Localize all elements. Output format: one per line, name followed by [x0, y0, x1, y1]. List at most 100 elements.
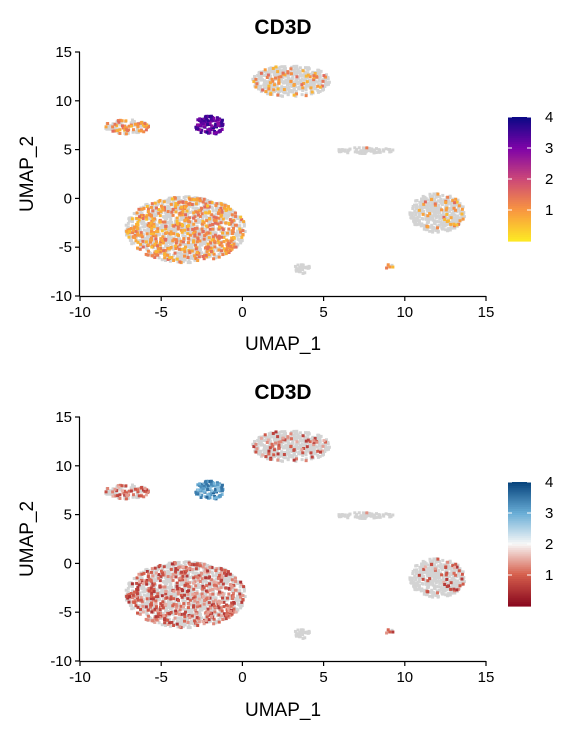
cell-point	[189, 242, 193, 246]
cell-point	[284, 435, 288, 439]
expressing-cell-point	[261, 88, 265, 92]
expressing-cell-point	[133, 236, 137, 240]
cell-point	[410, 577, 414, 581]
cell-point	[326, 447, 330, 451]
expressing-cell-point	[172, 224, 176, 228]
cell-point	[301, 271, 305, 275]
expressing-cell-point	[207, 253, 211, 257]
cell-point	[177, 204, 181, 208]
cell-point	[292, 69, 296, 73]
expressing-cell-point	[282, 453, 286, 457]
expressing-cell-point	[116, 494, 120, 498]
cell-point	[213, 608, 217, 612]
cell-point	[440, 568, 444, 572]
cell-point	[208, 586, 212, 590]
cell-point	[178, 239, 182, 243]
expressing-cell-point	[388, 265, 392, 269]
expressing-cell-point	[199, 120, 203, 124]
cell-point	[181, 625, 185, 629]
cell-point	[162, 580, 166, 584]
cell-point	[235, 232, 239, 236]
cell-point	[437, 203, 441, 207]
cell-point	[183, 198, 187, 202]
cell-point	[306, 84, 310, 88]
expressing-cell-point	[184, 578, 188, 582]
cell-point	[286, 448, 290, 452]
cell-point	[426, 574, 430, 578]
cell-point	[171, 593, 175, 597]
cell-point	[167, 578, 171, 582]
expressing-cell-point	[220, 210, 224, 214]
cell-point	[422, 592, 426, 596]
cell-point	[204, 227, 208, 231]
cell-point	[323, 84, 327, 88]
cell-point	[430, 217, 434, 221]
cell-point	[309, 72, 313, 76]
cell-point	[425, 207, 429, 211]
expressing-cell-point	[144, 252, 148, 256]
expressing-cell-point	[261, 453, 265, 457]
cell-point	[377, 148, 381, 152]
cell-point	[453, 213, 457, 217]
expressing-cell-point	[135, 227, 139, 231]
expressing-cell-point	[178, 243, 182, 247]
cell-point	[128, 232, 132, 236]
cell-point	[141, 590, 145, 594]
cell-point	[279, 88, 283, 92]
expressing-cell-point	[232, 226, 236, 230]
colorbar-segment	[508, 189, 531, 192]
cell-point	[461, 205, 465, 209]
cell-point	[116, 131, 120, 135]
cell-point	[300, 93, 304, 97]
cell-point	[421, 559, 425, 563]
cell-point	[295, 70, 299, 74]
cell-point	[131, 489, 135, 493]
colorbar-segment	[508, 170, 531, 174]
cell-point	[306, 433, 310, 437]
expressing-cell-point	[188, 233, 192, 237]
cell-point	[431, 202, 435, 206]
cell-point	[353, 515, 357, 519]
expressing-cell-point	[136, 125, 140, 129]
cell-point	[444, 228, 448, 232]
cell-point	[281, 90, 285, 94]
cell-point	[457, 206, 461, 210]
expressing-cell-point	[220, 226, 224, 230]
cell-point	[211, 596, 215, 600]
expressing-cell-point	[289, 79, 293, 83]
cell-point	[432, 571, 436, 575]
expressing-cell-point	[162, 249, 166, 253]
expressing-cell-point	[170, 197, 174, 201]
cell-point	[256, 74, 260, 78]
cell-point	[236, 225, 240, 229]
cell-point	[449, 202, 453, 206]
expressing-cell-point	[453, 224, 457, 228]
colorbar-segment	[508, 162, 531, 166]
expressing-cell-point	[213, 245, 217, 249]
cell-point	[280, 85, 284, 89]
expressing-cell-point	[144, 240, 148, 244]
expressing-cell-point	[203, 205, 207, 209]
cell-point	[310, 436, 314, 440]
cell-point	[166, 569, 170, 573]
cell-point	[166, 225, 170, 229]
expressing-cell-point	[391, 265, 395, 269]
cell-point	[316, 88, 320, 92]
cell-point	[257, 439, 261, 443]
cell-point	[182, 222, 186, 226]
expressing-cell-point	[209, 117, 213, 121]
cell-point	[164, 214, 168, 218]
cell-point	[182, 560, 186, 564]
cell-point	[196, 582, 200, 586]
cell-point	[358, 150, 362, 154]
expressing-cell-point	[274, 430, 278, 434]
cell-point	[189, 238, 193, 242]
cell-point	[208, 221, 212, 225]
cell-point	[169, 214, 173, 218]
cell-point	[212, 202, 216, 206]
cell-point	[155, 568, 159, 572]
cell-point	[264, 451, 268, 455]
cell-point	[418, 576, 422, 580]
cell-point	[198, 242, 202, 246]
